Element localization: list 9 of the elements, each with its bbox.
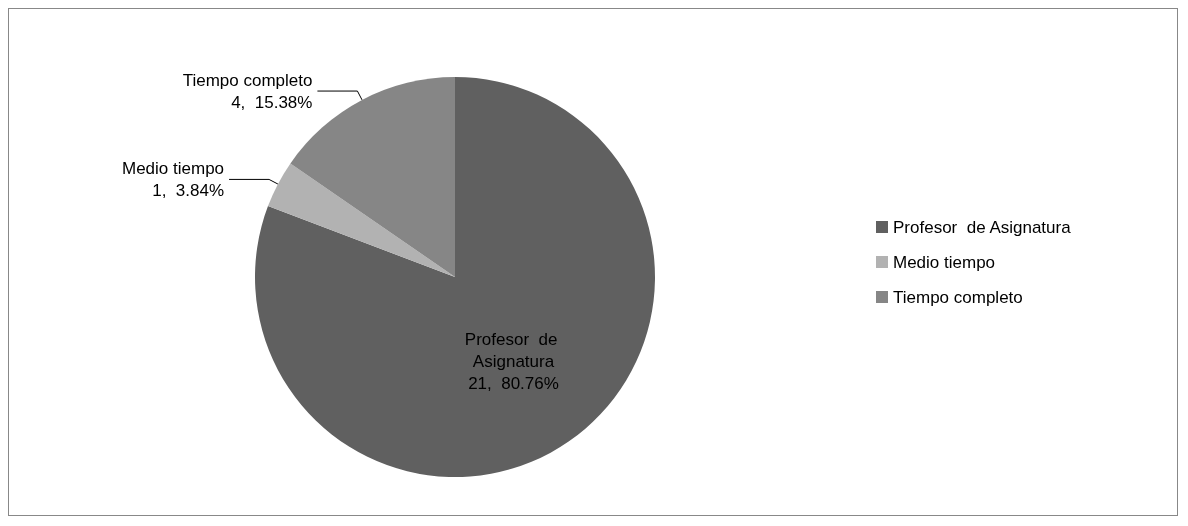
slice-label: Tiempo completo xyxy=(182,70,313,90)
slice-label: Profesor de Asignatura xyxy=(464,330,563,372)
legend-label: Medio tiempo xyxy=(893,252,996,272)
data-label: 1, 3.84% xyxy=(152,180,225,200)
legend-label: Tiempo completo xyxy=(893,287,1023,307)
legend-label: Profesor de Asignatura xyxy=(893,217,1072,237)
slice-label: Medio tiempo xyxy=(121,158,225,178)
data-label: 21, 80.76% xyxy=(468,374,559,394)
data-label: 4, 15.38% xyxy=(231,92,313,112)
